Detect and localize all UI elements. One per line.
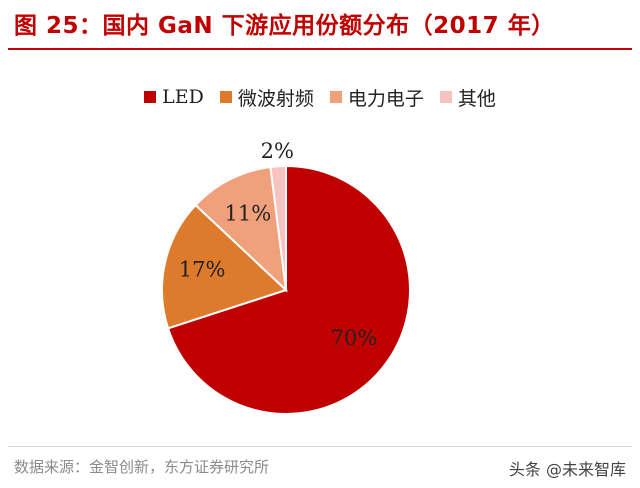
pie-slice-led bbox=[166, 164, 411, 415]
title-divider bbox=[8, 48, 632, 50]
legend-label-microwave-rf: 微波射频 bbox=[237, 87, 314, 110]
pie-label-led: 70% bbox=[331, 326, 378, 350]
legend-swatch-microwave-rf bbox=[219, 91, 232, 103]
legend-label-led: LED bbox=[162, 86, 204, 108]
legend-swatch-led bbox=[144, 91, 157, 103]
legend-swatch-power-electronics bbox=[329, 91, 342, 103]
pie-label-power-electronics: 11% bbox=[225, 202, 272, 226]
pie-label-other: 2% bbox=[261, 139, 294, 163]
legend-label-power-electronics: 电力电子 bbox=[347, 87, 424, 110]
legend-item-other: 其他 bbox=[439, 84, 496, 111]
page-title: 图 25：国内 GaN 下游应用份额分布（2017 年） bbox=[14, 13, 555, 39]
source-divider bbox=[8, 446, 632, 447]
pie-label-microwave-rf: 17% bbox=[179, 258, 226, 282]
legend-item-led: LED bbox=[144, 86, 204, 108]
legend-item-microwave-rf: 微波射频 bbox=[219, 84, 314, 111]
legend-item-power-electronics: 电力电子 bbox=[329, 84, 424, 111]
legend-swatch-other bbox=[439, 91, 452, 103]
source-note: 数据来源：金智创新，东方证券研究所 bbox=[14, 458, 270, 476]
legend-label-other: 其他 bbox=[457, 87, 496, 110]
watermark: 头条 @未来智库 bbox=[508, 460, 626, 479]
chart-legend: LED 微波射频 电力电子 其他 bbox=[0, 84, 640, 110]
pie-slice-microwave-rf bbox=[161, 203, 288, 330]
pie-slice-power-electronics bbox=[194, 165, 288, 293]
pie-slice-other bbox=[269, 164, 287, 291]
